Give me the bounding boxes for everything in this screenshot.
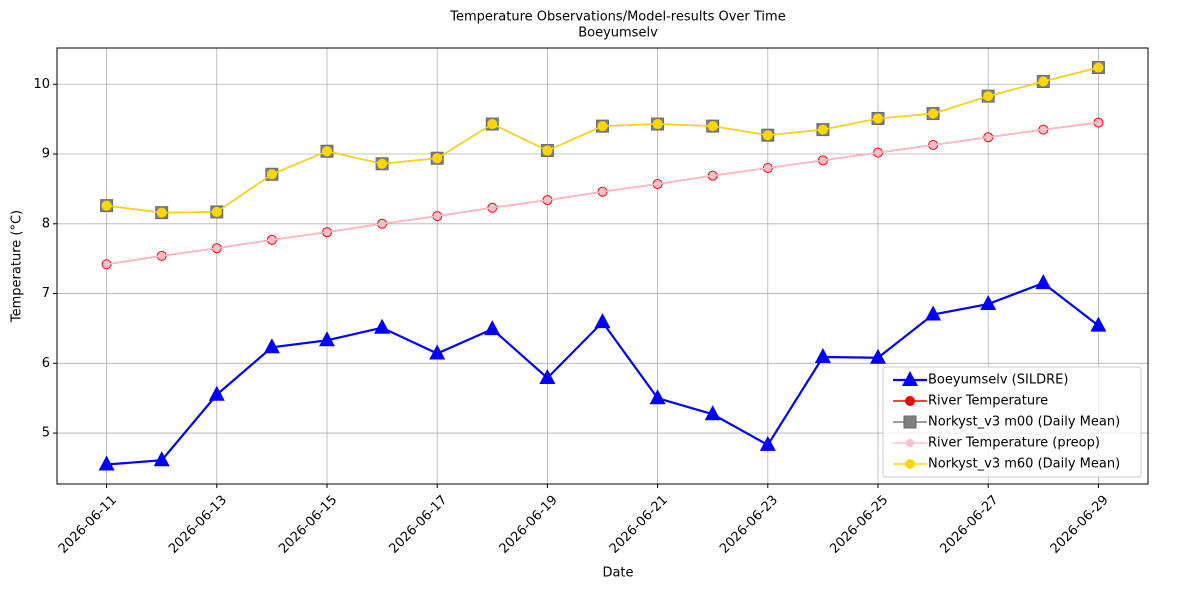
x-tick-label: 2026-06-23 — [717, 493, 781, 557]
marker — [817, 124, 828, 135]
marker — [212, 244, 221, 253]
marker — [652, 119, 663, 130]
marker — [487, 119, 498, 130]
y-axis-label: Temperature (°C) — [10, 210, 25, 323]
marker — [98, 455, 115, 471]
x-tick-label: 2026-06-19 — [497, 493, 561, 557]
x-tick-label: 2026-06-21 — [607, 493, 671, 557]
marker — [211, 206, 222, 217]
legend-marker — [906, 439, 914, 447]
marker — [925, 305, 942, 321]
x-tick-label: 2026-06-17 — [386, 493, 450, 557]
x-tick-label: 2026-06-25 — [827, 493, 891, 557]
x-axis-label: Date — [602, 566, 633, 581]
marker — [102, 260, 111, 269]
marker — [429, 344, 446, 360]
marker — [1035, 274, 1052, 290]
marker — [1094, 118, 1103, 127]
plot-frame — [56, 47, 1149, 485]
marker — [708, 171, 717, 180]
marker — [374, 318, 391, 334]
y-tick-label: 8 — [42, 216, 50, 231]
y-tick-label: 6 — [42, 356, 50, 371]
marker — [980, 295, 997, 311]
marker — [929, 140, 938, 149]
legend-label: Norkyst_v3 m00 (Daily Mean) — [928, 415, 1120, 430]
marker — [153, 451, 170, 467]
marker — [318, 331, 335, 347]
marker — [649, 389, 666, 405]
marker — [762, 130, 773, 141]
legend-label: Norkyst_v3 m60 (Daily Mean) — [928, 457, 1120, 472]
y-tick-label: 9 — [42, 147, 50, 162]
marker — [539, 368, 556, 384]
legend-marker — [905, 396, 915, 406]
marker — [432, 153, 443, 164]
marker — [874, 148, 883, 157]
marker — [594, 313, 611, 329]
marker — [157, 251, 166, 260]
chart-subtitle: Boeyumselv — [578, 26, 658, 41]
marker — [763, 163, 772, 172]
y-tick-label: 7 — [42, 286, 50, 301]
marker — [984, 133, 993, 142]
marker — [378, 219, 387, 228]
marker — [983, 91, 994, 102]
marker — [653, 180, 662, 189]
marker — [267, 235, 276, 244]
x-tick-label: 2026-06-29 — [1048, 493, 1112, 557]
marker — [870, 348, 887, 364]
marker — [818, 156, 827, 165]
marker — [156, 207, 167, 218]
marker — [1090, 316, 1107, 332]
marker — [263, 338, 280, 354]
marker — [759, 435, 776, 451]
y-tick-label: 5 — [42, 426, 50, 441]
x-tick-label: 2026-06-11 — [56, 493, 120, 557]
marker — [707, 121, 718, 132]
marker — [1093, 62, 1104, 73]
marker — [704, 405, 721, 421]
marker — [1038, 76, 1049, 87]
chart-title: Temperature Observations/Model-results O… — [449, 10, 785, 25]
marker — [208, 385, 225, 401]
marker — [928, 108, 939, 119]
marker — [377, 158, 388, 169]
marker — [1039, 125, 1048, 134]
x-tick-label: 2026-06-27 — [937, 493, 1001, 557]
legend-label: River Temperature — [928, 394, 1048, 409]
marker — [597, 121, 608, 132]
legend-marker — [905, 459, 915, 469]
marker — [484, 320, 501, 336]
marker — [542, 145, 553, 156]
x-tick-label: 2026-06-13 — [166, 493, 230, 557]
marker — [266, 169, 277, 180]
y-tick-label: 10 — [33, 77, 50, 92]
marker — [873, 113, 884, 124]
legend-box — [882, 366, 1142, 478]
marker — [814, 348, 831, 364]
legend-marker — [902, 371, 918, 386]
legend-marker — [903, 415, 917, 429]
marker — [433, 212, 442, 221]
marker — [101, 200, 112, 211]
marker — [598, 187, 607, 196]
marker — [321, 146, 332, 157]
legend-label: River Temperature (preop) — [928, 436, 1100, 451]
marker — [322, 228, 331, 237]
legend-label: Boeyumselv (SILDRE) — [928, 373, 1068, 388]
marker — [543, 196, 552, 205]
marker — [488, 203, 497, 212]
x-tick-label: 2026-06-15 — [276, 493, 340, 557]
